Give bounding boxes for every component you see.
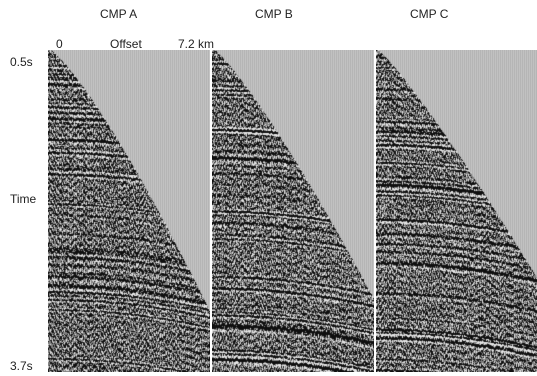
seismic-wiggle-image-c [376,50,537,372]
seismic-wiggle-image-a [48,50,210,372]
offset-start-label: 0 [56,37,63,51]
time-axis-label: Time [10,192,37,206]
seismic-wiggle-image-b [212,50,374,372]
panel-title-cmp-c: CMP C [410,7,449,21]
offset-end-label: 7.2 km [178,37,215,51]
cmp-gather-b [212,50,374,372]
panel-title-cmp-a: CMP A [100,7,138,21]
cmp-gather-a [48,50,210,372]
offset-axis-label: Offset [110,37,142,51]
time-bottom-label: 3.7s [10,359,33,373]
cmp-gather-c [376,50,537,372]
panel-title-cmp-b: CMP B [255,7,293,21]
time-top-label: 0.5s [10,55,33,69]
